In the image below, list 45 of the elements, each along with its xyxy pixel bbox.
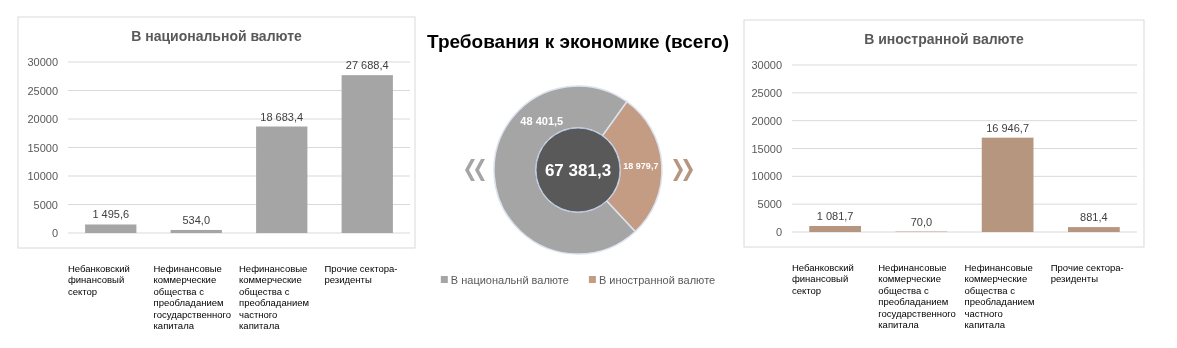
legend-label: В иностранной валюте (598, 273, 716, 286)
y-tick-label: 15000 (751, 142, 782, 155)
y-tick-label: 25000 (751, 86, 782, 99)
data-label: 70,0 (910, 215, 933, 228)
x-tick-label: Небанковский финансовый сектор (792, 262, 854, 296)
chart-title: Требования к экономике (всего) (427, 31, 729, 52)
y-tick-label: 10000 (751, 170, 782, 183)
chart-title: В национальной валюте (131, 28, 303, 44)
bar (170, 229, 222, 233)
y-tick-label: 5000 (757, 198, 782, 211)
data-label: 1 495,6 (92, 208, 130, 221)
x-tick-label: Небанковский финансовый сектор (68, 263, 130, 297)
x-tick-label: Нефинансовые коммерческие общества с преобладанием государственного капитала (878, 262, 956, 330)
data-label: 18 683,4 (260, 110, 304, 123)
y-tick-label: 20000 (751, 114, 782, 127)
data-label: 18 979,7 (623, 161, 659, 172)
bar (1068, 227, 1120, 232)
x-tick-label: Нефинансовые коммерческие общества с преобладанием государственного капитала (153, 263, 231, 331)
data-label: 534,0 (182, 213, 211, 226)
x-tick-label: Прочие сектора-резиденты (324, 263, 398, 286)
data-label: 1 081,7 (816, 209, 854, 222)
legend-label: В национальнй валюте (450, 273, 569, 286)
y-tick-label: 15000 (27, 141, 58, 154)
x-tick-label: Нефинансовые коммерческие общества с преобладанием частного капитала (239, 263, 310, 331)
x-tick-label: Прочие сектора-резиденты (1050, 262, 1124, 285)
y-tick-label: 30000 (751, 59, 782, 72)
y-tick-label: 20000 (27, 113, 58, 126)
bar (981, 137, 1034, 232)
bar (341, 75, 393, 233)
chart-title: В иностранной валюте (864, 31, 1025, 47)
y-tick-label: 10000 (27, 170, 58, 183)
data-label: 27 688,4 (345, 59, 389, 72)
bar (256, 126, 308, 233)
data-label: 881,4 (1080, 211, 1108, 224)
y-tick-label: 5000 (33, 198, 58, 211)
data-label: 16 946,7 (986, 121, 1030, 134)
y-tick-label: 0 (775, 226, 782, 239)
bar (809, 225, 861, 232)
y-tick-label: 0 (51, 227, 58, 240)
data-label: 48 401,5 (520, 115, 564, 128)
y-tick-label: 25000 (27, 84, 58, 97)
bar (85, 224, 137, 233)
text: 67 381,3 (544, 160, 612, 180)
x-tick-label: Нефинансовые коммерческие общества с преобладанием частного капитала (964, 262, 1035, 330)
y-tick-label: 30000 (27, 56, 58, 69)
